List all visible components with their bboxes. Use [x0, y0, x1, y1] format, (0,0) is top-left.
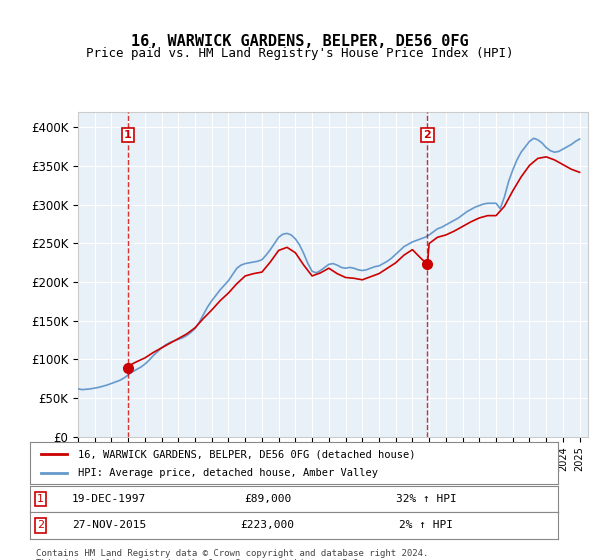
Text: Price paid vs. HM Land Registry's House Price Index (HPI): Price paid vs. HM Land Registry's House … — [86, 46, 514, 60]
Text: HPI: Average price, detached house, Amber Valley: HPI: Average price, detached house, Ambe… — [77, 468, 377, 478]
Text: 32% ↑ HPI: 32% ↑ HPI — [395, 494, 457, 504]
Text: 16, WARWICK GARDENS, BELPER, DE56 0FG: 16, WARWICK GARDENS, BELPER, DE56 0FG — [131, 35, 469, 49]
Text: 27-NOV-2015: 27-NOV-2015 — [72, 520, 146, 530]
Text: 19-DEC-1997: 19-DEC-1997 — [72, 494, 146, 504]
Text: 16, WARWICK GARDENS, BELPER, DE56 0FG (detached house): 16, WARWICK GARDENS, BELPER, DE56 0FG (d… — [77, 449, 415, 459]
Text: 2: 2 — [37, 520, 44, 530]
Text: £223,000: £223,000 — [241, 520, 295, 530]
Text: £89,000: £89,000 — [244, 494, 291, 504]
Text: 1: 1 — [37, 494, 44, 504]
Text: 2% ↑ HPI: 2% ↑ HPI — [399, 520, 453, 530]
Text: 2: 2 — [424, 130, 431, 140]
Text: Contains HM Land Registry data © Crown copyright and database right 2024.
This d: Contains HM Land Registry data © Crown c… — [36, 549, 428, 560]
Text: 1: 1 — [124, 130, 131, 140]
